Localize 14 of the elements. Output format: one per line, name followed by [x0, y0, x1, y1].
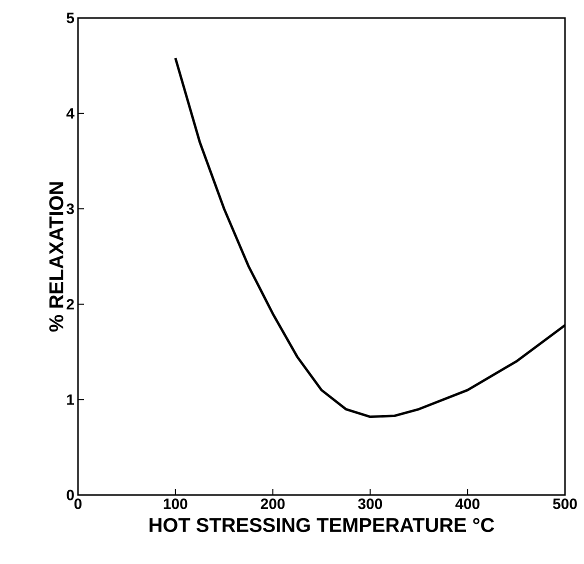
x-tick-label: 500: [552, 498, 577, 510]
y-tick-label: 3: [66, 203, 74, 214]
y-tick-label: 1: [67, 394, 74, 405]
y-tick-label: 2: [66, 298, 74, 310]
x-tick-label: 400: [455, 498, 480, 510]
x-axis-title: HOT STRESSING TEMPERATURE °C: [150, 518, 494, 532]
y-tick-label: 4: [66, 108, 74, 119]
x-tick-label: 100: [164, 498, 188, 510]
x-tick-label: 300: [358, 498, 382, 510]
x-tick-label: 200: [260, 498, 285, 510]
y-tick-label: 0: [66, 490, 74, 500]
y-tick-label: 5: [66, 12, 74, 24]
x-tick-label: 0: [74, 498, 82, 510]
y-axis-title: % RELAXATION: [49, 182, 64, 332]
